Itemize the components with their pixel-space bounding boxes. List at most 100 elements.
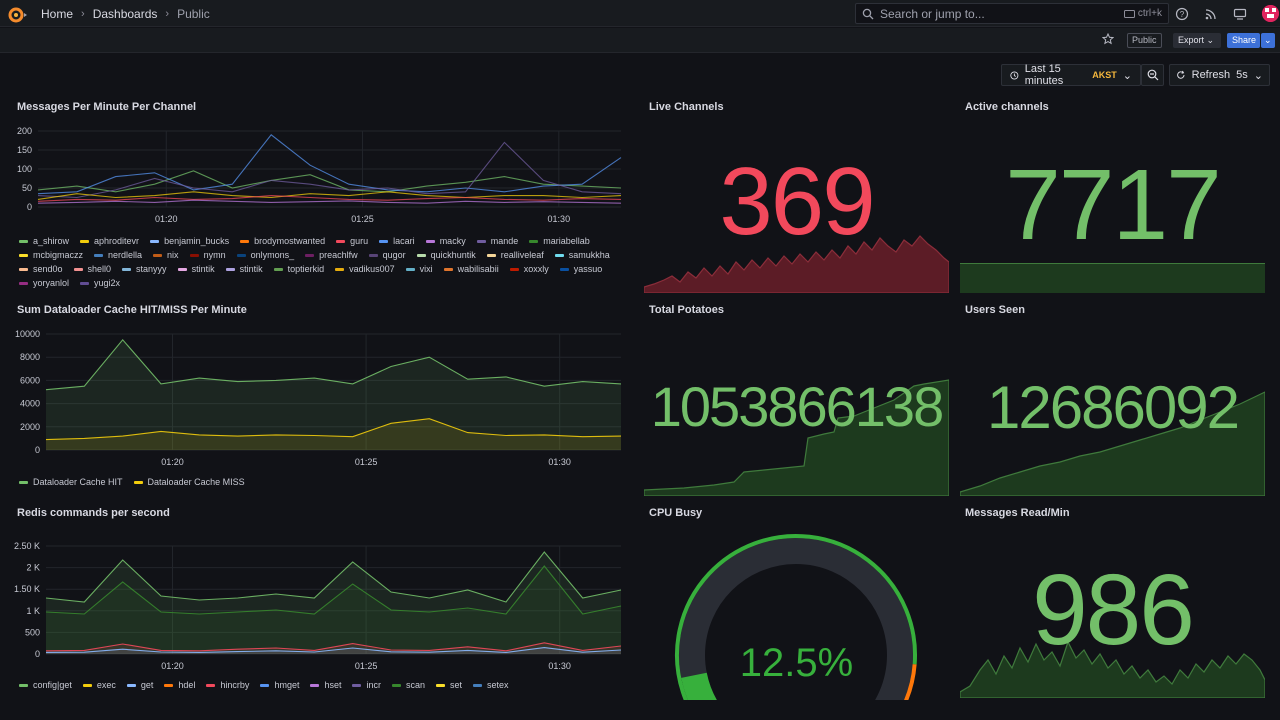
legend-item[interactable]: hincrby <box>206 678 249 692</box>
y-tick-label: 2.50 K <box>14 541 40 551</box>
grafana-logo-icon[interactable] <box>7 4 29 24</box>
legend-item[interactable]: realliveleaf <box>486 250 544 260</box>
legend-item[interactable]: preachlfw <box>305 250 358 260</box>
legend-item[interactable]: vadikus007 <box>335 264 395 274</box>
legend-label: Dataloader Cache HIT <box>33 477 123 487</box>
legend-item[interactable]: xoxxly <box>509 264 549 274</box>
zoom-out-button[interactable] <box>1141 64 1164 86</box>
tv-kiosk-icon[interactable] <box>1233 7 1247 21</box>
legend-item[interactable]: toptierkid <box>273 264 324 274</box>
legend-swatch <box>236 253 246 257</box>
legend-item[interactable]: Dataloader Cache HIT <box>19 475 123 489</box>
legend-label: quickhuntik <box>430 250 476 260</box>
legend-item[interactable]: config|get <box>19 678 72 692</box>
legend-item[interactable]: send0o <box>19 264 63 274</box>
legend-item[interactable]: onlymons_ <box>236 250 295 260</box>
legend-label: stanyyy <box>136 264 167 274</box>
legend-item[interactable]: stintik <box>177 264 215 274</box>
legend-item[interactable]: nix <box>153 250 179 260</box>
legend-item[interactable]: nymn <box>189 250 226 260</box>
redis-timeseries-chart[interactable]: 2.50 K 2 K 1.50 K 1 K 500 0 01:20 01:25 01:30 <box>14 540 629 672</box>
legend-item[interactable]: scan <box>391 678 425 692</box>
help-icon[interactable]: ? <box>1175 7 1189 21</box>
legend-label: Dataloader Cache MISS <box>147 477 245 487</box>
legend-item[interactable]: shell0 <box>73 264 111 274</box>
legend-swatch <box>19 239 28 243</box>
legend-label: onlymons_ <box>250 250 295 260</box>
users-seen-sparkline <box>960 391 1265 496</box>
legend-item[interactable]: stintik <box>225 264 263 274</box>
x-tick-label: 01:25 <box>351 214 374 224</box>
y-tick-label: 1.50 K <box>14 584 40 594</box>
star-icon[interactable] <box>1102 33 1114 45</box>
legend-swatch <box>336 239 346 243</box>
legend-item[interactable]: nerdlella <box>94 250 142 260</box>
share-button[interactable]: Share <box>1227 33 1260 48</box>
gauge-track <box>679 538 913 700</box>
legend-item[interactable]: mcbigmaczz <box>19 250 83 260</box>
messages-timeseries-chart[interactable]: 200 150 100 50 0 01:20 01:25 01:30 <box>14 125 629 225</box>
y-tick-label: 8000 <box>20 352 40 362</box>
legend-item[interactable]: hdel <box>164 678 195 692</box>
legend-item[interactable]: vixi <box>405 264 433 274</box>
legend-item[interactable]: hmget <box>260 678 299 692</box>
legend-swatch <box>122 267 132 271</box>
legend-item[interactable]: aphroditevr <box>80 236 139 246</box>
legend-item[interactable]: qugor <box>368 250 406 260</box>
legend-label: hincrby <box>220 680 250 690</box>
time-range-picker[interactable]: Last 15 minutes AKST ⌄ <box>1001 63 1141 87</box>
cpu-busy-gauge <box>675 534 917 700</box>
refresh-interval[interactable]: 5s <box>1236 69 1248 81</box>
panel-title-users-seen: Users Seen <box>965 304 1025 316</box>
legend-item[interactable]: yugi2x <box>80 278 120 288</box>
y-tick-label: 10000 <box>15 329 40 339</box>
legend-item[interactable]: guru <box>336 236 368 246</box>
rss-news-icon[interactable] <box>1204 7 1218 21</box>
legend-item[interactable]: macky <box>425 236 466 246</box>
legend-label: send0o <box>33 264 63 274</box>
legend-swatch <box>260 683 270 687</box>
gauge-value-arc <box>681 672 717 700</box>
legend-item[interactable]: yoryanlol <box>19 278 69 288</box>
legend-item[interactable]: benjamin_bucks <box>150 236 229 246</box>
legend-item[interactable]: a_shirow <box>19 236 69 246</box>
series-line <box>45 551 622 603</box>
legend-item[interactable]: quickhuntik <box>416 250 476 260</box>
messages-read-value: 986 <box>1032 554 1195 666</box>
y-tick-label: 4000 <box>20 399 40 409</box>
chevron-down-icon: ⌄ <box>1122 69 1132 82</box>
legend-item[interactable]: brodymostwanted <box>240 236 325 246</box>
legend-swatch <box>133 480 143 484</box>
refresh-button[interactable]: Refresh 5s ⌄ <box>1169 64 1270 86</box>
legend-item[interactable]: stanyyy <box>122 264 167 274</box>
breadcrumb-home[interactable]: Home <box>41 7 74 21</box>
user-avatar[interactable] <box>1262 5 1279 22</box>
legend-item[interactable]: incr <box>352 678 381 692</box>
chevron-down-icon: ⌄ <box>1264 35 1272 45</box>
breadcrumb-dashboards[interactable]: Dashboards <box>92 7 158 21</box>
x-tick-label: 01:25 <box>355 457 378 467</box>
legend-item[interactable]: hset <box>310 678 341 692</box>
legend-item[interactable]: Dataloader Cache MISS <box>133 475 245 489</box>
dataloader-timeseries-chart[interactable]: 10000 8000 6000 4000 2000 0 01:20 01:25 01:30 <box>14 328 629 468</box>
legend-swatch <box>436 683 445 687</box>
legend-item[interactable]: setex <box>473 678 509 692</box>
legend-item[interactable]: set <box>436 678 462 692</box>
legend-item[interactable]: yassuo <box>559 264 602 274</box>
legend-item[interactable]: wabilisabii <box>443 264 499 274</box>
legend-item[interactable]: get <box>126 678 153 692</box>
export-button[interactable]: Export ⌄ <box>1173 33 1221 48</box>
legend-swatch <box>509 267 519 271</box>
legend-swatch <box>19 683 28 687</box>
search-input[interactable]: Search or jump to... ctrl+k <box>855 3 1169 24</box>
legend-item[interactable]: exec <box>82 678 116 692</box>
legend-item[interactable]: mariabellab <box>529 236 590 246</box>
legend-swatch <box>473 683 483 687</box>
legend-item[interactable]: lacari <box>379 236 415 246</box>
legend-label: samukkha <box>568 250 610 260</box>
chevron-down-icon: ⌄ <box>1206 35 1215 45</box>
share-dropdown-button[interactable]: ⌄ <box>1261 33 1275 48</box>
legend-item[interactable]: mande <box>476 236 518 246</box>
legend-item[interactable]: samukkha <box>554 250 610 260</box>
keyboard-icon <box>1123 9 1135 18</box>
